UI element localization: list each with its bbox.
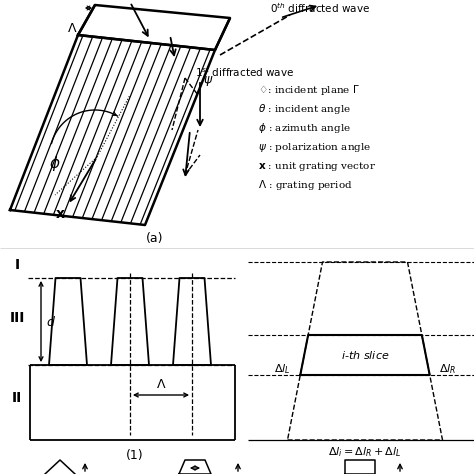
Text: $\Lambda$: $\Lambda$ — [156, 379, 166, 392]
Text: $\mathbf{x}$ : unit grating vector: $\mathbf{x}$ : unit grating vector — [258, 159, 376, 173]
Text: $d$: $d$ — [46, 315, 56, 328]
Text: $\phi$ : azimuth angle: $\phi$ : azimuth angle — [258, 121, 351, 135]
Text: $\psi$ : polarization angle: $\psi$ : polarization angle — [258, 140, 372, 154]
Text: $\Lambda$ : grating period: $\Lambda$ : grating period — [258, 178, 353, 192]
Text: 1$^{st}$ diffracted wave: 1$^{st}$ diffracted wave — [195, 65, 294, 79]
Text: $\diamondsuit$: incident plane $\Gamma$: $\diamondsuit$: incident plane $\Gamma$ — [258, 83, 360, 97]
Text: I: I — [14, 258, 19, 272]
Text: (a): (a) — [146, 231, 164, 245]
Text: (1): (1) — [126, 448, 144, 462]
Text: $\psi$: $\psi$ — [203, 74, 213, 88]
Text: $\mathbf{x}$: $\mathbf{x}$ — [55, 207, 65, 221]
Text: $\phi$: $\phi$ — [49, 154, 61, 173]
Text: $\Delta l_i = \Delta l_R + \Delta l_L$: $\Delta l_i = \Delta l_R + \Delta l_L$ — [328, 445, 402, 459]
Text: $\Lambda$: $\Lambda$ — [67, 21, 77, 35]
Text: $\theta$ : incident angle: $\theta$ : incident angle — [258, 102, 351, 116]
Text: $\Delta l_L$: $\Delta l_L$ — [274, 362, 291, 376]
Text: II: II — [12, 391, 22, 405]
Text: $\Delta l_R$: $\Delta l_R$ — [439, 362, 456, 376]
Text: $i$-th slice: $i$-th slice — [341, 349, 389, 361]
Text: 0$^{th}$ diffracted wave: 0$^{th}$ diffracted wave — [270, 1, 370, 15]
Text: III: III — [9, 311, 25, 325]
